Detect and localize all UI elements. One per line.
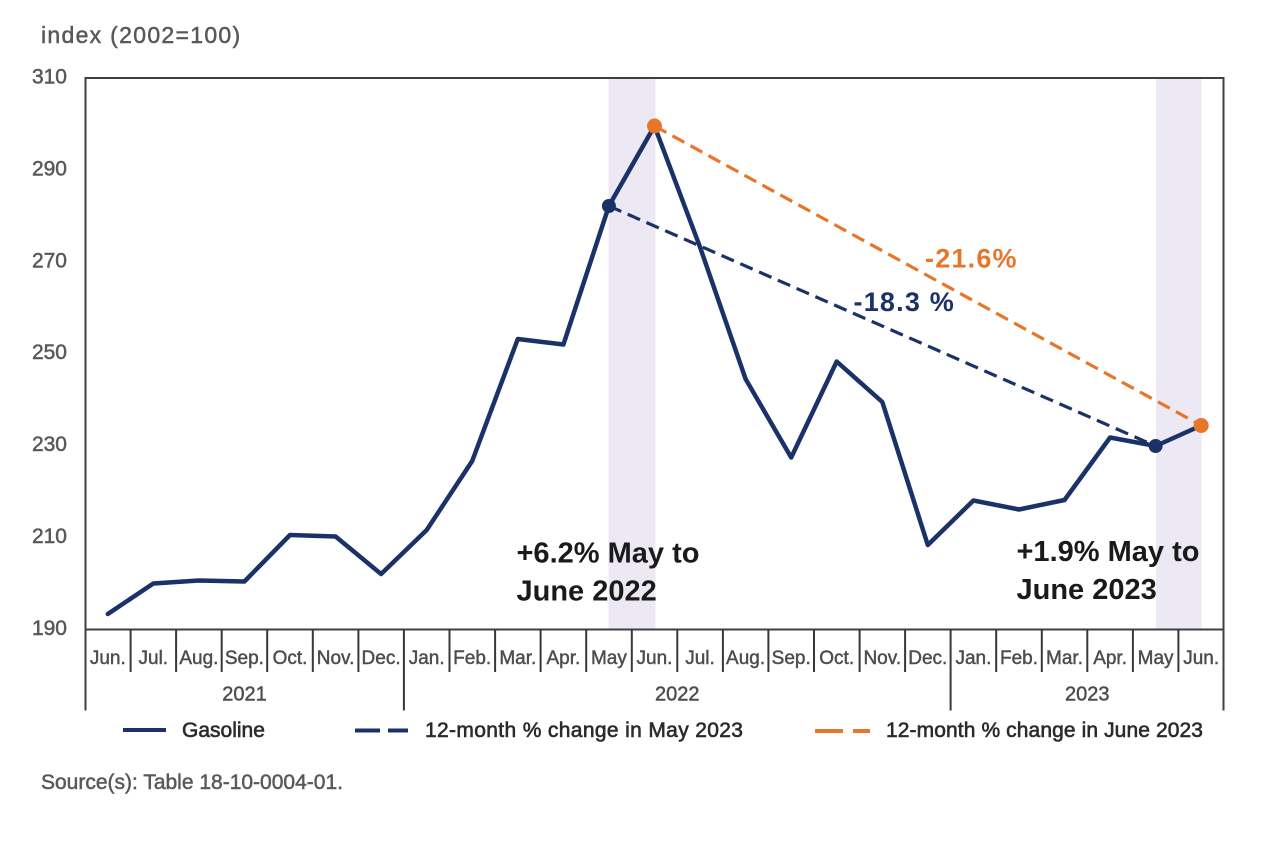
svg-text:Feb.: Feb. [453,648,491,669]
svg-text:Aug.: Aug. [726,648,765,669]
svg-text:Oct.: Oct. [819,648,854,669]
svg-text:+6.2% May to: +6.2% May to [517,538,700,570]
svg-text:Dec.: Dec. [908,648,947,669]
svg-text:2023: 2023 [1065,684,1110,706]
svg-text:Sep.: Sep. [225,648,264,669]
svg-text:Mar.: Mar. [499,648,536,669]
svg-text:-21.6%: -21.6% [925,244,1018,274]
svg-text:June 2022: June 2022 [517,576,657,608]
svg-text:Dec.: Dec. [362,648,401,669]
svg-text:Jun.: Jun. [1183,648,1219,669]
svg-text:June 2023: June 2023 [1017,574,1157,606]
svg-text:Gasoline: Gasoline [182,719,265,742]
svg-text:Sep.: Sep. [772,648,811,669]
svg-text:290: 290 [32,157,67,180]
svg-text:Jan.: Jan. [955,648,991,669]
svg-text:12-month % change in June 2023: 12-month % change in June 2023 [886,719,1203,742]
svg-text:210: 210 [32,525,67,548]
svg-text:-18.3 %: -18.3 % [854,287,955,317]
svg-text:Jan.: Jan. [409,648,445,669]
svg-text:Jun.: Jun. [90,648,126,669]
svg-text:250: 250 [32,341,67,364]
svg-text:310: 310 [32,66,67,89]
svg-text:+1.9% May to: +1.9% May to [1017,536,1200,568]
svg-text:2021: 2021 [222,684,267,706]
svg-text:Source(s): Table 18-10-0004-01: Source(s): Table 18-10-0004-01. [41,771,343,794]
svg-text:Aug.: Aug. [179,648,218,669]
svg-text:Apr.: Apr. [1093,648,1127,669]
svg-text:190: 190 [32,617,67,640]
svg-text:Nov.: Nov. [317,648,355,669]
svg-text:May: May [1138,648,1174,669]
svg-text:2022: 2022 [655,684,700,706]
svg-text:Jul.: Jul. [685,648,715,669]
svg-text:Apr.: Apr. [546,648,580,669]
svg-text:May: May [591,648,627,669]
svg-text:12-month % change in May 2023: 12-month % change in May 2023 [425,719,743,742]
svg-text:Mar.: Mar. [1046,648,1083,669]
svg-text:230: 230 [32,433,67,456]
svg-text:Nov.: Nov. [863,648,901,669]
svg-text:index (2002=100): index (2002=100) [41,22,241,48]
svg-text:Oct.: Oct. [273,648,308,669]
svg-text:Jul.: Jul. [139,648,169,669]
svg-text:270: 270 [32,249,67,272]
svg-text:Jun.: Jun. [637,648,673,669]
svg-text:Feb.: Feb. [1000,648,1038,669]
